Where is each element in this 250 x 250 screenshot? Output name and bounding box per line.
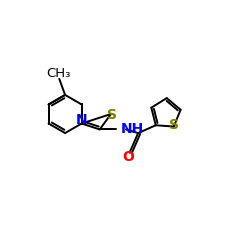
Text: N: N (76, 113, 88, 127)
Text: S: S (107, 108, 117, 122)
Text: O: O (122, 150, 134, 164)
Text: CH₃: CH₃ (46, 67, 70, 80)
Text: NH: NH (120, 122, 144, 136)
Text: S: S (169, 118, 179, 132)
